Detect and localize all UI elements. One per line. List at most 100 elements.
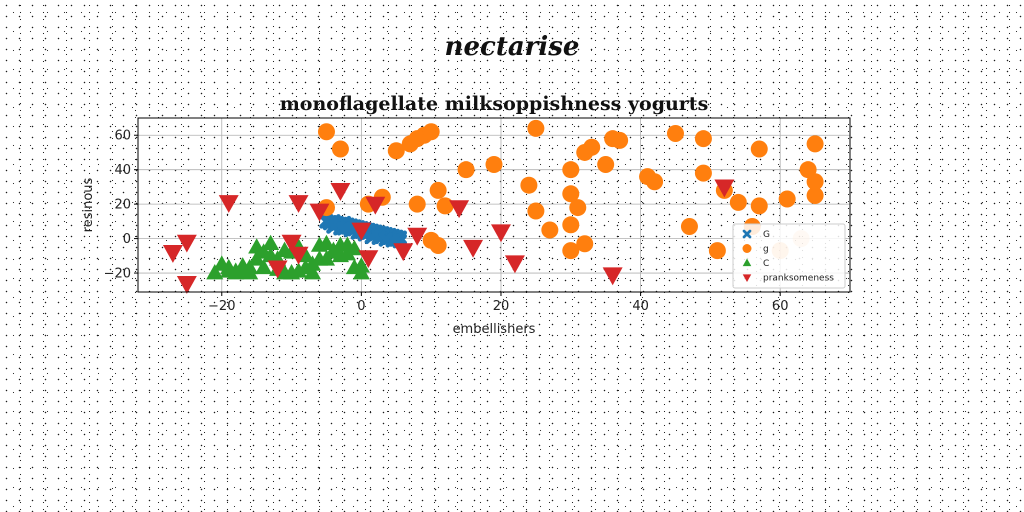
point-pranksomeness — [393, 243, 414, 262]
point-pranksomeness — [218, 195, 239, 213]
point-pranksomeness — [267, 260, 288, 279]
point-C — [262, 246, 280, 263]
point-C — [234, 257, 252, 273]
y-tick-label: 40 — [114, 163, 131, 178]
x-tick-label: 0 — [357, 299, 365, 314]
point-g — [562, 242, 580, 260]
point-g — [806, 173, 824, 191]
point-g — [485, 156, 503, 174]
point-g — [436, 197, 454, 215]
point-g — [576, 235, 594, 253]
point-g — [680, 218, 698, 236]
point-pranksomeness — [309, 203, 330, 222]
point-g — [806, 135, 824, 153]
point-g — [806, 187, 824, 205]
legend-marker — [742, 258, 752, 267]
point-g — [520, 176, 538, 194]
point-g — [694, 130, 712, 148]
y-tick-label: 20 — [114, 198, 131, 213]
point-g — [562, 161, 580, 179]
point-g — [569, 199, 587, 217]
point-pranksomeness — [365, 196, 386, 215]
y-tick-label: 60 — [114, 129, 131, 144]
legend-marker — [742, 244, 752, 253]
point-C — [317, 234, 336, 251]
point-pranksomeness — [602, 267, 623, 286]
point-G — [322, 215, 338, 231]
legend-label: pranksomeness — [763, 274, 834, 284]
point-g — [666, 125, 684, 143]
x-axis-label: embellishers — [453, 322, 536, 337]
point-pranksomeness — [351, 222, 372, 241]
point-C — [289, 262, 308, 278]
axis-ticks: −20 0 20 40 60 −20 0 20 40 60 — [104, 129, 789, 314]
legend-box — [732, 223, 846, 289]
chart-marks — [162, 119, 824, 294]
point-pranksomeness — [162, 245, 183, 263]
point-C — [276, 241, 294, 257]
point-g — [729, 193, 747, 211]
x-tick-label: 60 — [772, 299, 789, 314]
point-g — [562, 185, 580, 203]
x-tick-label: 20 — [493, 299, 510, 314]
y-axis-label: resinous — [81, 177, 96, 232]
point-C — [331, 236, 349, 252]
point-C — [352, 257, 370, 273]
y-tick-label: −20 — [104, 267, 131, 282]
point-g — [429, 236, 447, 254]
point-g — [694, 164, 712, 182]
legend-label: g — [763, 245, 769, 255]
y-tick-label: 0 — [123, 232, 131, 247]
point-pranksomeness — [714, 179, 735, 198]
point-g — [646, 173, 664, 191]
point-g — [527, 119, 545, 137]
point-C — [262, 234, 280, 251]
point-pranksomeness — [463, 239, 484, 258]
point-g — [562, 216, 580, 234]
point-pranksomeness — [176, 276, 197, 294]
point-pranksomeness — [491, 224, 511, 243]
point-G — [336, 221, 352, 236]
point-pranksomeness — [358, 250, 379, 269]
point-g — [422, 123, 440, 141]
legend-label: C — [763, 259, 769, 269]
point-C — [248, 250, 266, 266]
point-g — [541, 221, 559, 239]
legend-label: G — [763, 230, 770, 240]
point-C — [206, 264, 224, 280]
point-g — [317, 123, 335, 141]
point-C — [345, 239, 363, 256]
point-g — [408, 195, 426, 213]
point-g — [527, 202, 545, 220]
point-g — [331, 140, 349, 158]
point-pranksomeness — [288, 246, 309, 265]
point-g — [429, 181, 447, 199]
grid — [138, 118, 850, 292]
point-g — [778, 190, 796, 208]
point-G — [378, 232, 394, 247]
point-pranksomeness — [407, 227, 428, 246]
point-C — [317, 250, 336, 266]
point-pranksomeness — [176, 234, 197, 253]
point-g — [611, 131, 629, 149]
x-tick-label: −20 — [208, 299, 235, 314]
figure-title: nectarise — [444, 32, 580, 62]
point-C — [213, 255, 231, 271]
point-g — [387, 142, 405, 160]
legend-marker — [742, 229, 752, 239]
legend-marker — [742, 274, 752, 282]
point-C — [255, 258, 273, 275]
point-pranksomeness — [288, 195, 309, 213]
point-pranksomeness — [281, 234, 302, 253]
point-g — [750, 140, 768, 158]
point-C — [303, 264, 322, 280]
point-pranksomeness — [449, 200, 470, 219]
point-g — [750, 197, 768, 215]
chart-title: monoflagellate milksoppishness yogurts — [280, 93, 709, 115]
point-g — [583, 138, 601, 156]
x-tick-label: 40 — [632, 299, 649, 314]
point-g — [597, 156, 615, 174]
point-pranksomeness — [330, 183, 351, 201]
point-pranksomeness — [504, 255, 525, 274]
